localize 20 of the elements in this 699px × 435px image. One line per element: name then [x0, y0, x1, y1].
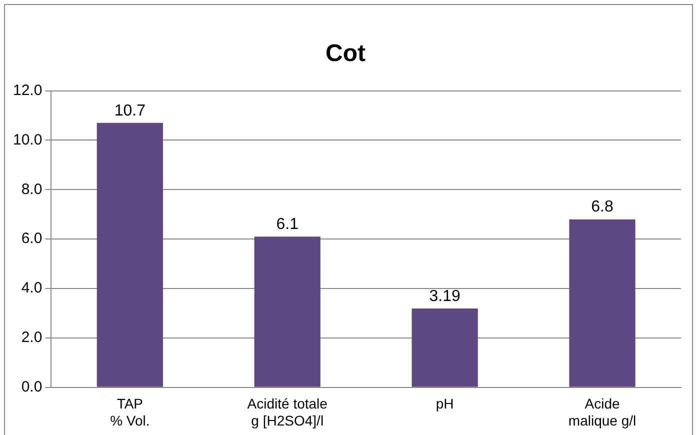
y-tick-label: 8.0 [21, 180, 42, 198]
bar [412, 308, 478, 387]
x-tick-label: Acide malique g/l [568, 396, 636, 428]
x-tick-label: Acidité totale g [H2SO4]/l [247, 396, 328, 428]
bar [569, 219, 636, 387]
y-tick-label: 4.0 [21, 280, 42, 297]
x-tick-label: TAP % Vol. [110, 396, 150, 428]
data-label: 3.19 [429, 288, 460, 305]
chart-title: Cot [326, 40, 366, 68]
y-tick-label: 0.0 [21, 378, 42, 396]
x-tick-label: pH [436, 396, 454, 412]
data-label: 6.8 [591, 198, 614, 216]
y-tick-label: 12.0 [12, 82, 42, 99]
y-tick-label: 10.0 [12, 131, 42, 148]
bar [96, 122, 163, 387]
bar [254, 236, 320, 387]
y-tick-label: 6.0 [21, 230, 42, 248]
data-label: 6.1 [276, 216, 299, 234]
y-tick-label: 2.0 [21, 329, 42, 346]
data-label: 10.7 [114, 102, 146, 120]
